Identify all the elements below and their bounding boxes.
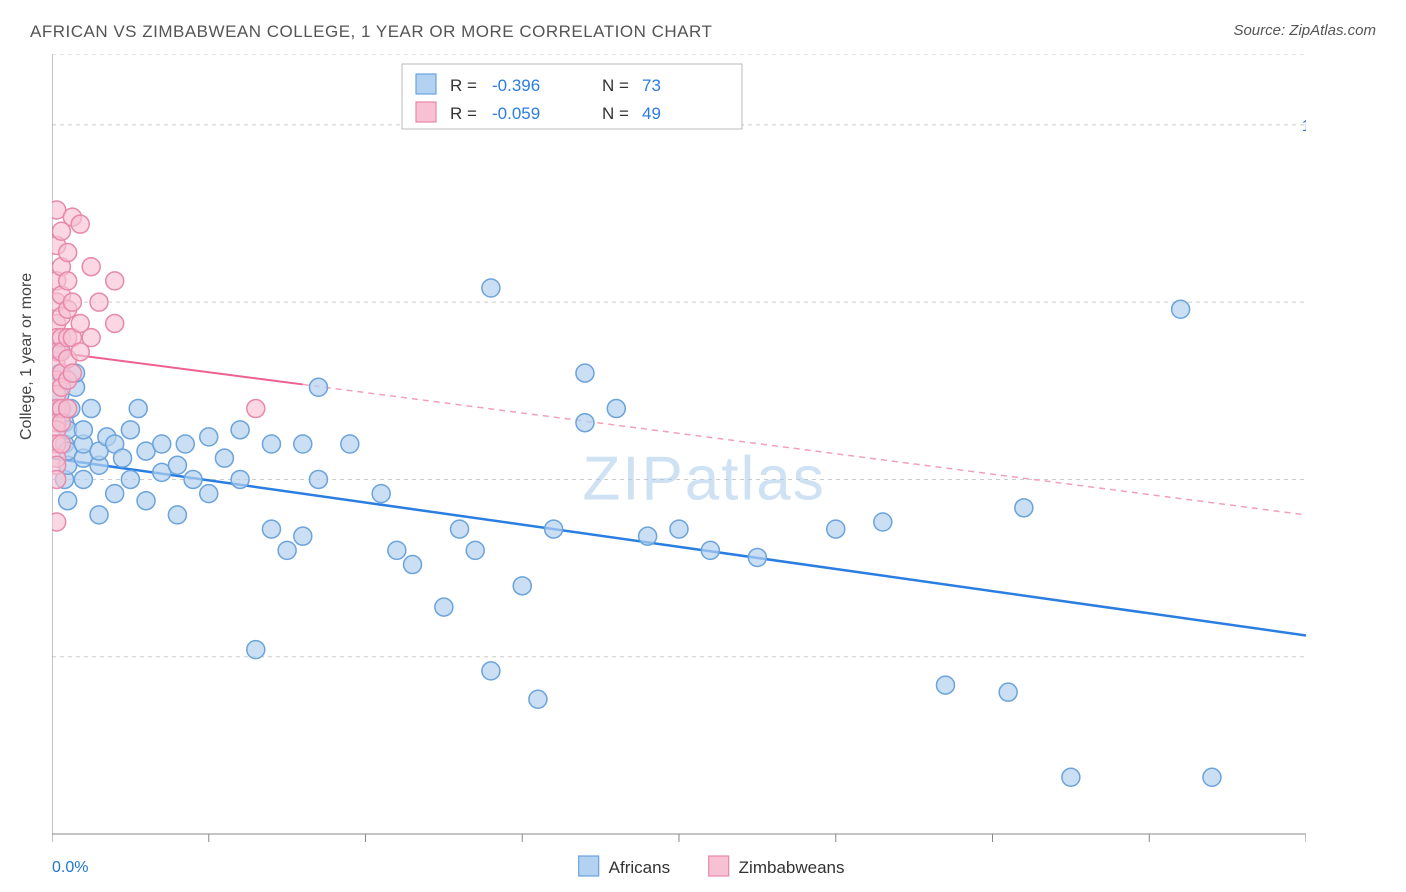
data-point-african (482, 662, 500, 680)
data-point-african (936, 676, 954, 694)
data-point-african (200, 428, 218, 446)
y-tick-label: 100.0% (1302, 118, 1306, 135)
data-point-african (372, 485, 390, 503)
bottom-legend-swatch-zimbabweans (709, 856, 729, 876)
data-point-african (999, 683, 1017, 701)
data-point-african (748, 548, 766, 566)
data-point-african (670, 520, 688, 538)
data-point-african (82, 400, 100, 418)
data-point-african (513, 577, 531, 595)
data-point-zimbabwean (90, 293, 108, 311)
data-point-african (1203, 768, 1221, 786)
data-point-zimbabwean (59, 400, 77, 418)
data-point-african (59, 492, 77, 510)
data-point-african (545, 520, 563, 538)
legend-n-value-zimbabweans: 49 (642, 104, 661, 123)
trend-line-zimbabweans-solid (52, 352, 303, 385)
data-point-african (74, 421, 92, 439)
data-point-african (1015, 499, 1033, 517)
data-point-african (309, 470, 327, 488)
data-point-zimbabwean (63, 364, 81, 382)
data-point-african (247, 641, 265, 659)
data-point-zimbabwean (59, 272, 77, 290)
data-point-african (121, 421, 139, 439)
data-point-african (153, 435, 171, 453)
data-point-zimbabwean (106, 314, 124, 332)
data-point-zimbabwean (52, 513, 66, 531)
x-tick-label-min: 0.0% (52, 859, 88, 876)
data-point-zimbabwean (82, 258, 100, 276)
data-point-african (168, 506, 186, 524)
legend-n-value-africans: 73 (642, 76, 661, 95)
data-point-african (482, 279, 500, 297)
data-point-zimbabwean (52, 435, 70, 453)
data-point-african (200, 485, 218, 503)
data-point-african (404, 556, 422, 574)
data-point-african (341, 435, 359, 453)
bottom-legend-label-zimbabweans: Zimbabweans (739, 858, 845, 877)
data-point-african (466, 541, 484, 559)
data-point-african (576, 414, 594, 432)
data-point-african (827, 520, 845, 538)
legend-swatch-africans (416, 74, 436, 94)
data-point-african (1062, 768, 1080, 786)
data-point-african (701, 541, 719, 559)
legend-r-label-2: R = (450, 104, 477, 123)
data-point-african (215, 449, 233, 467)
data-point-zimbabwean (106, 272, 124, 290)
data-point-zimbabwean (247, 400, 265, 418)
data-point-african (294, 435, 312, 453)
data-point-african (184, 470, 202, 488)
legend-r-value-zimbabweans: -0.059 (492, 104, 540, 123)
data-point-african (1172, 300, 1190, 318)
bottom-legend-label-africans: Africans (609, 858, 670, 877)
data-point-african (114, 449, 132, 467)
data-point-african (129, 400, 147, 418)
data-point-african (231, 470, 249, 488)
legend-swatch-zimbabweans (416, 102, 436, 122)
data-point-african (176, 435, 194, 453)
data-point-african (874, 513, 892, 531)
data-point-african (451, 520, 469, 538)
data-point-african (576, 364, 594, 382)
plot-area: ZIPatlasR =-0.396N =73R =-0.059N =4925.0… (52, 54, 1306, 834)
data-point-african (309, 378, 327, 396)
data-point-african (278, 541, 296, 559)
data-point-african (168, 456, 186, 474)
y-axis-label: College, 1 year or more (18, 273, 36, 440)
data-point-zimbabwean (59, 244, 77, 262)
data-point-zimbabwean (82, 329, 100, 347)
legend-r-value-africans: -0.396 (492, 76, 540, 95)
chart-title: AFRICAN VS ZIMBABWEAN COLLEGE, 1 YEAR OR… (30, 22, 712, 42)
data-point-zimbabwean (71, 215, 89, 233)
data-point-african (231, 421, 249, 439)
data-point-african (388, 541, 406, 559)
data-point-african (262, 435, 280, 453)
data-point-zimbabwean (52, 470, 66, 488)
data-point-african (121, 470, 139, 488)
source-label: Source: ZipAtlas.com (1233, 22, 1376, 39)
watermark: ZIPatlas (582, 444, 825, 513)
data-point-african (294, 527, 312, 545)
data-point-zimbabwean (63, 293, 81, 311)
data-point-african (90, 506, 108, 524)
data-point-african (74, 470, 92, 488)
legend-n-label: N = (602, 76, 629, 95)
data-point-african (435, 598, 453, 616)
data-point-african (529, 690, 547, 708)
legend-r-label: R = (450, 76, 477, 95)
bottom-legend-swatch-africans (579, 856, 599, 876)
legend-n-label-2: N = (602, 104, 629, 123)
data-point-african (607, 400, 625, 418)
data-point-african (106, 485, 124, 503)
data-point-african (639, 527, 657, 545)
data-point-african (262, 520, 280, 538)
data-point-african (137, 492, 155, 510)
chart-svg: ZIPatlasR =-0.396N =73R =-0.059N =4925.0… (52, 54, 1306, 884)
